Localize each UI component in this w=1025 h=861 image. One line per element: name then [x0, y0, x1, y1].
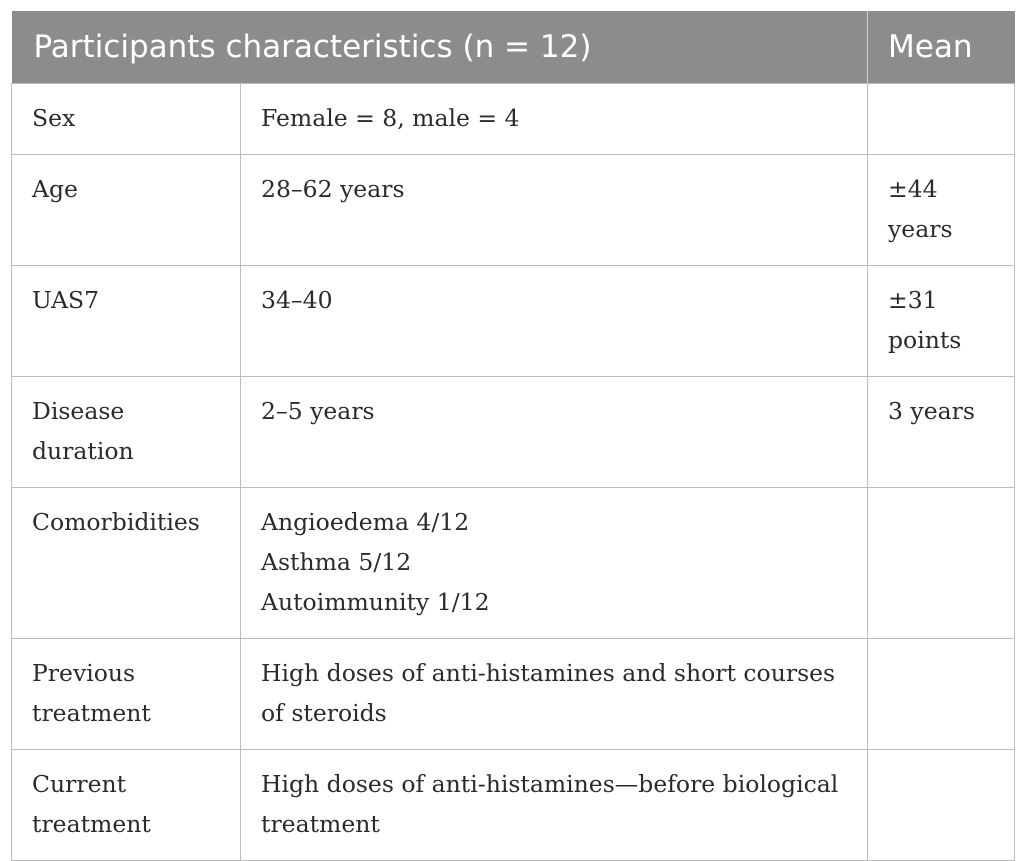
row-value: High doses of anti-histamines—before bio… — [239, 749, 869, 861]
table-row-disease-duration: Disease duration 2–5 years 3 years — [11, 376, 1016, 488]
row-value-line: High doses of anti-histamines—before bio… — [261, 770, 839, 838]
table-row-sex: Sex Female = 8, male = 4 — [11, 83, 1016, 155]
row-label: Current treatment — [11, 749, 241, 861]
row-label: Previous treatment — [11, 638, 241, 750]
table-header-row: Participants characteristics (n = 12) Me… — [11, 11, 1015, 84]
row-value: 34–40 — [239, 265, 869, 377]
row-value: Female = 8, male = 4 — [239, 83, 869, 155]
table-row-previous-treatment: Previous treatment High doses of anti-hi… — [11, 638, 1016, 750]
table-row-current-treatment: Current treatment High doses of anti-his… — [11, 749, 1016, 861]
row-value-line: 28–62 years — [261, 175, 405, 203]
row-mean — [867, 487, 1016, 639]
row-value-line: 2–5 years — [261, 397, 375, 425]
row-value-line: Female = 8, male = 4 — [261, 104, 520, 132]
participants-characteristics-table: Participants characteristics (n = 12) Me… — [11, 11, 1016, 861]
row-value-line: High doses of anti-histamines and short … — [261, 659, 836, 727]
table-row-age: Age 28–62 years ±44 years — [11, 154, 1016, 266]
row-value-line: Autoimmunity 1/12 — [261, 588, 490, 616]
row-label: Disease duration — [11, 376, 241, 488]
row-value-line: Asthma 5/12 — [261, 548, 412, 576]
row-mean — [867, 749, 1016, 861]
row-label: Sex — [11, 83, 241, 155]
characteristics-table-container: Participants characteristics (n = 12) Me… — [11, 11, 1016, 861]
row-mean: ±31 points — [867, 265, 1016, 377]
row-label: Age — [11, 154, 241, 266]
row-label: UAS7 — [11, 265, 241, 377]
header-mean: Mean — [867, 11, 1015, 84]
table-row-uas7: UAS7 34–40 ±31 points — [11, 265, 1016, 377]
row-mean — [867, 83, 1016, 155]
row-mean: 3 years — [867, 376, 1016, 488]
row-value: 28–62 years — [239, 154, 869, 266]
row-value-line: 34–40 — [261, 286, 333, 314]
row-mean — [867, 638, 1016, 750]
table-row-comorbidities: Comorbidities Angioedema 4/12 Asthma 5/1… — [11, 487, 1016, 639]
row-mean: ±44 years — [867, 154, 1016, 266]
row-value: Angioedema 4/12 Asthma 5/12 Autoimmunity… — [239, 487, 869, 639]
row-value-line: Angioedema 4/12 — [261, 508, 470, 536]
row-value: High doses of anti-histamines and short … — [239, 638, 869, 750]
header-participants-characteristics: Participants characteristics (n = 12) — [11, 11, 868, 84]
row-value: 2–5 years — [239, 376, 869, 488]
row-label: Comorbidities — [11, 487, 241, 639]
